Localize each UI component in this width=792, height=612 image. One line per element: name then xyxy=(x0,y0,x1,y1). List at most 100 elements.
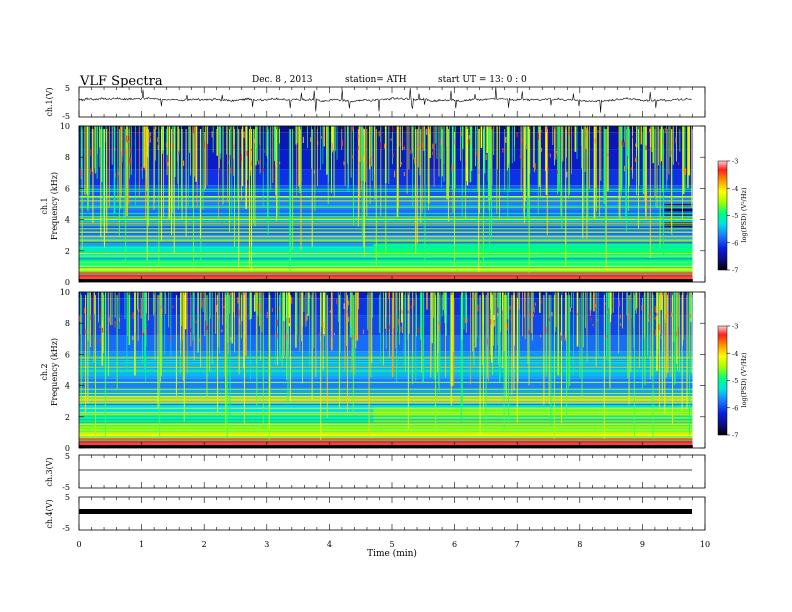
spectrogram-burst xyxy=(442,292,444,310)
spectrogram-line xyxy=(79,396,693,398)
spectrogram-burst xyxy=(237,126,239,203)
spectrogram-burst xyxy=(417,126,419,168)
spectrogram-speckle xyxy=(331,331,333,338)
spectrogram-speckle xyxy=(319,332,321,336)
spectrogram-burst xyxy=(511,295,513,395)
y-tick-label: 2 xyxy=(65,247,70,256)
spectrogram-burst xyxy=(441,126,443,188)
spectrogram-burst xyxy=(153,126,155,210)
spectrogram-burst xyxy=(205,126,206,189)
spectrogram-burst xyxy=(508,295,510,425)
spectrogram-speckle xyxy=(401,142,403,147)
spectrogram-burst xyxy=(486,292,488,379)
spectrogram-speckle xyxy=(157,296,159,300)
spectrogram-burst xyxy=(128,292,131,346)
spectrogram-burst xyxy=(562,126,564,162)
spectrogram-burst xyxy=(670,292,672,378)
spectrogram-burst xyxy=(532,126,534,168)
spectrogram-burst xyxy=(434,292,436,378)
spectrogram-burst xyxy=(550,295,552,425)
spectrogram-speckle xyxy=(606,335,608,338)
spectrogram-burst xyxy=(248,292,250,321)
spectrogram-burst xyxy=(678,292,680,359)
spectrogram-burst xyxy=(644,126,646,193)
spectrogram-burst xyxy=(435,295,437,432)
spectrogram-speckle xyxy=(584,148,586,152)
spectrogram-burst xyxy=(351,292,353,373)
spectrogram-burst xyxy=(222,126,224,203)
spectrogram-burst xyxy=(256,295,258,406)
spectrogram-burst xyxy=(682,292,684,341)
spectrogram-burst xyxy=(260,292,262,333)
header-date: Dec. 8 , 2013 xyxy=(252,75,313,85)
spectrogram-burst xyxy=(125,126,127,198)
spectrogram-burst xyxy=(303,292,305,313)
spectrogram-burst xyxy=(644,292,645,369)
spectrogram-line xyxy=(79,425,693,427)
spectrogram-burst xyxy=(123,126,125,218)
spectrogram-burst xyxy=(636,292,638,309)
spectrogram-burst xyxy=(622,292,623,329)
spectrogram-burst xyxy=(94,126,96,174)
spectrogram-burst xyxy=(152,292,154,316)
spectrogram-burst xyxy=(505,295,507,398)
spectrogram-burst xyxy=(433,126,435,187)
spectrogram-burst xyxy=(137,292,138,310)
spectrogram-burst xyxy=(400,126,401,168)
spectrogram-burst xyxy=(599,126,600,216)
spectrogram-speckle xyxy=(493,315,495,320)
spectrogram-speckle xyxy=(589,309,591,316)
spectrogram-burst xyxy=(171,126,173,213)
spectrogram-burst xyxy=(245,126,248,209)
spectrogram-speckle xyxy=(662,138,664,146)
spectrogram-burst xyxy=(552,126,554,145)
spectrogram-speckle xyxy=(597,130,599,133)
spectrogram-speckle xyxy=(528,330,530,335)
spectrogram-burst xyxy=(561,295,562,423)
panel-ch3-ticks xyxy=(78,455,706,488)
spectrogram-speckle xyxy=(645,145,647,150)
spectrogram-burst xyxy=(365,126,366,183)
spectrogram-burst xyxy=(226,126,227,155)
spectrogram-speckle xyxy=(666,169,668,175)
spectrogram-burst xyxy=(289,129,291,269)
spectrogram-speckle xyxy=(623,165,625,172)
spectrogram-burst xyxy=(158,129,160,267)
spectrogram-speckle xyxy=(302,136,304,144)
spectrogram-burst xyxy=(80,126,82,179)
spectrogram-burst xyxy=(677,292,678,371)
spectrogram-line xyxy=(79,366,693,368)
ch1-colorbar-ticks: -3 -4 -5 -6 -7 xyxy=(727,158,738,275)
spectrogram-burst xyxy=(502,292,504,369)
spectrogram-speckle xyxy=(237,297,239,304)
spectrogram-burst xyxy=(655,126,656,208)
spectrogram-burst xyxy=(165,292,167,315)
spectrogram-burst xyxy=(492,292,494,319)
spectrogram-burst xyxy=(608,292,610,308)
spectrogram-burst xyxy=(357,129,359,227)
spectrogram-line xyxy=(79,429,693,431)
spectrogram-burst xyxy=(422,292,424,384)
spectrogram-burst xyxy=(482,292,483,365)
spectrogram-burst xyxy=(251,129,253,223)
spectrogram-burst xyxy=(473,292,474,357)
spectrogram-burst xyxy=(656,292,658,371)
spectrogram-line xyxy=(79,264,693,266)
spectrogram-burst xyxy=(406,126,408,194)
spectrogram-burst xyxy=(447,129,449,222)
spectrogram-speckle xyxy=(197,308,199,311)
spectrogram-burst xyxy=(160,292,161,382)
spectrogram-burst xyxy=(676,292,677,364)
spectrogram-burst xyxy=(522,292,523,337)
spectrogram-burst xyxy=(571,292,573,308)
spectrogram-burst xyxy=(366,292,368,330)
spectrogram-burst xyxy=(465,126,468,182)
spectrogram-burst xyxy=(268,295,270,431)
spectrogram-speckle xyxy=(527,292,529,296)
spectrogram-burst xyxy=(452,292,454,353)
spectrogram-burst xyxy=(593,126,596,219)
spectrogram-speckle xyxy=(329,310,331,313)
spectrogram-speckle xyxy=(240,154,242,162)
spectrogram-burst xyxy=(424,129,426,267)
spectrogram-burst xyxy=(206,126,208,185)
